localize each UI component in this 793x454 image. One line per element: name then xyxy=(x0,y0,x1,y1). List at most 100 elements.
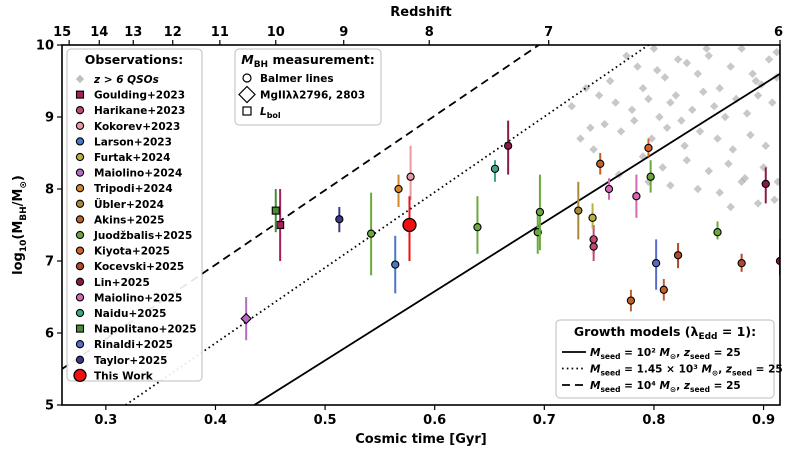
legend-observations-label: Lin+2025 xyxy=(94,277,150,289)
legend-observations-marker xyxy=(75,199,85,208)
qso-point xyxy=(680,141,689,150)
legend-measurement-label: Lbol xyxy=(260,106,281,120)
legend-growth-label-part: z xyxy=(683,380,691,392)
qso-point xyxy=(702,45,711,53)
legend-growth-label-part: M xyxy=(590,380,601,392)
legend-growth-label-part: , xyxy=(718,364,726,376)
data-point xyxy=(713,228,722,237)
legend-measurement-title-suffix: measurement: xyxy=(268,52,375,67)
qso-point xyxy=(737,177,746,186)
qso-point xyxy=(728,145,738,154)
legend-observations-label: Juodžbalis+2025 xyxy=(93,230,192,242)
data-point xyxy=(604,184,614,194)
x-tick-label: 0.8 xyxy=(642,413,665,428)
qso-point xyxy=(567,102,576,111)
qso-point xyxy=(649,45,659,53)
legend-observations-marker xyxy=(75,137,85,146)
legend-observations-marker xyxy=(75,106,85,115)
legend-observations-label: z > 6 QSOs xyxy=(93,74,159,86)
data-point xyxy=(394,184,403,194)
legend-growth-title-main: Growth models (λ xyxy=(574,324,699,339)
qso-point xyxy=(666,98,675,107)
legend-observations-marker xyxy=(75,262,85,271)
legend-observations-marker xyxy=(75,184,85,193)
legend-measurement-title-prefix: M xyxy=(241,52,254,67)
legend-growth-label-part: = 10⁴ xyxy=(620,380,659,392)
legend-observations-title: Observations: xyxy=(85,52,183,67)
data-point xyxy=(490,164,500,173)
qso-point xyxy=(647,134,656,143)
top-tick-label: 13 xyxy=(124,25,142,40)
data-point xyxy=(651,259,661,268)
legend-observations-marker xyxy=(75,168,85,177)
y-axis-title-msub: BH xyxy=(19,206,29,220)
legend-measurement-label: Balmer lines xyxy=(260,73,334,85)
legend-observations-marker xyxy=(73,368,87,383)
x-tick-label: 0.9 xyxy=(752,413,775,428)
growth-line-dotted xyxy=(125,45,649,405)
legend-growth-label-part: z xyxy=(725,364,733,376)
legend-observations-marker xyxy=(75,308,85,318)
legend-growth-label-part: , xyxy=(676,347,684,359)
data-point xyxy=(503,141,513,150)
qso-point xyxy=(638,152,648,161)
legend-observations-marker xyxy=(75,74,85,84)
y-axis-title: log10(MBH/M⊙) xyxy=(11,175,29,275)
qso-point xyxy=(693,184,702,194)
qso-point xyxy=(693,69,702,78)
data-point xyxy=(596,159,605,168)
y-tick-label: 7 xyxy=(45,255,54,270)
legend-observations-label: Kocevski+2025 xyxy=(94,261,184,273)
y-axis-title-rpar: ) xyxy=(11,175,26,181)
top-tick-label: 12 xyxy=(164,25,182,40)
legend-growth-label-part: = 10² xyxy=(620,347,659,359)
legend-observations-marker xyxy=(75,230,85,240)
legend-growth-label-part: seed xyxy=(600,369,620,378)
legend-observations-marker xyxy=(75,340,85,349)
legend-observations-label: This Work xyxy=(94,370,154,382)
legend-growth-label-part: seed xyxy=(600,352,620,361)
qso-point xyxy=(746,130,755,140)
qso-point xyxy=(764,55,774,64)
legend-growth-label: Mseed = 1.45 × 10³ M⊙, zseed = 25 xyxy=(590,364,783,378)
qso-point xyxy=(622,51,631,60)
legend-measurement-label: MgIIλλ2796, 2803 xyxy=(260,90,365,102)
legend-growth-label: Mseed = 10⁴ M⊙, zseed = 25 xyxy=(590,380,741,394)
qso-point xyxy=(662,123,672,132)
data-point xyxy=(535,207,545,217)
data-point xyxy=(673,251,683,260)
legend-growth-label-part: M xyxy=(701,364,712,376)
top-tick-label: 7 xyxy=(544,25,553,40)
plot-frame xyxy=(61,44,781,406)
qso-point xyxy=(726,62,735,71)
y-tick-label: 9 xyxy=(45,111,54,126)
qso-point xyxy=(772,48,780,57)
legend-observations-label: Larson+2023 xyxy=(94,136,172,148)
legend-observations-label: Furtak+2024 xyxy=(94,152,170,164)
qso-point xyxy=(682,156,692,165)
legend-observations-label: Taylor+2025 xyxy=(94,355,167,367)
legend-growth-label-part: M xyxy=(590,347,601,359)
legend-layer: Observations: z > 6 QSOs Goulding+2023 Hari… xyxy=(66,48,783,399)
top-tick-label: 6 xyxy=(774,25,783,40)
top-tick-label: 9 xyxy=(339,25,348,40)
qso-point xyxy=(768,98,777,107)
legend-observations-label: Napolitano+2025 xyxy=(94,324,197,336)
y-axis-title-sun: ⊙ xyxy=(19,181,29,189)
legend-growth-title-sub: Edd xyxy=(698,332,717,342)
qso-point xyxy=(695,127,705,136)
qso-point xyxy=(724,159,733,168)
qso-point xyxy=(630,116,639,125)
top-tick-label: 15 xyxy=(53,25,71,40)
y-axis-title-base-sub: 10 xyxy=(19,240,29,253)
qso-point xyxy=(605,76,615,86)
top-tick-label: 10 xyxy=(267,25,285,40)
legend-growth-label-part: M xyxy=(590,364,601,376)
legend-observations-marker xyxy=(75,215,85,224)
legend-observations-label: Tripodi+2024 xyxy=(94,183,173,195)
legend-measurement-label-sub: bol xyxy=(267,111,281,120)
qso-point xyxy=(638,84,648,93)
legend-observations-marker xyxy=(75,277,85,286)
qso-point xyxy=(715,188,724,197)
